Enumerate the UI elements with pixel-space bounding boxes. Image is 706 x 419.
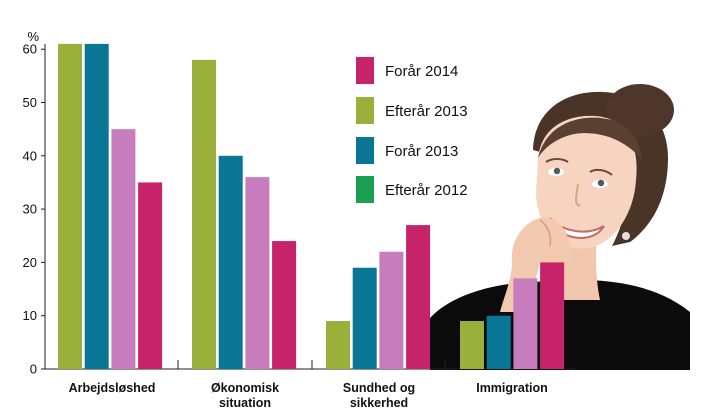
category-label: Immigration (476, 381, 548, 395)
category-labels: Arbejdsløshed Økonomisk situation Sundhed o… (69, 381, 548, 410)
bar (326, 321, 350, 369)
category-label: Arbejdsløshed (69, 381, 156, 395)
bar (138, 182, 163, 369)
bars (58, 43, 565, 370)
bar (245, 177, 270, 369)
bar (379, 251, 404, 369)
bar (460, 321, 484, 369)
legend-label: Forår 2013 (385, 143, 458, 160)
y-tick-label: 50 (23, 95, 37, 110)
bar (406, 225, 431, 369)
bar (540, 262, 565, 369)
category-label: Økonomisk situation (211, 381, 279, 410)
y-tick-label: 60 (23, 42, 37, 57)
y-tick-label: 30 (23, 202, 37, 217)
bar (192, 59, 216, 370)
legend-label: Efterår 2012 (385, 182, 468, 199)
y-axis-unit: % (27, 29, 39, 44)
legend-swatch (356, 137, 374, 164)
bar (84, 43, 109, 370)
bar (486, 315, 511, 369)
y-tick-label: 10 (23, 308, 37, 323)
bar (513, 278, 538, 369)
y-tick-label: 0 (30, 362, 37, 377)
bar (218, 155, 243, 369)
y-tick-label: 20 (23, 255, 37, 270)
bar (352, 267, 377, 369)
legend: Forår 2014 Efterår 2013 Forår 2013 Efterår … (356, 57, 468, 203)
legend-swatch (356, 57, 374, 84)
legend-swatch (356, 176, 374, 203)
category-label: Sundhed og sikkerhed (343, 381, 415, 410)
y-tick-label: 40 (23, 148, 37, 163)
bar (272, 241, 297, 369)
legend-label: Efterår 2013 (385, 103, 468, 120)
legend-swatch (356, 97, 374, 124)
bar (58, 43, 82, 370)
legend-label: Forår 2014 (385, 63, 458, 80)
bar (111, 129, 136, 369)
